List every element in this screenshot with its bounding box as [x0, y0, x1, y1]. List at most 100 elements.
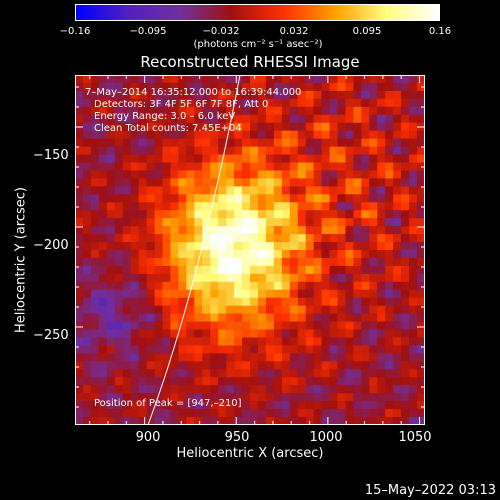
heatmap-cell [369, 409, 378, 418]
heatmap-cell [409, 130, 418, 139]
heatmap-cell [138, 234, 147, 243]
heatmap-cell [401, 146, 410, 155]
heatmap-cell [218, 393, 227, 402]
heatmap-cell [329, 162, 338, 171]
heatmap-cell [226, 401, 235, 410]
heatmap-cell [361, 146, 370, 155]
heatmap-cell [82, 170, 92, 179]
heatmap-cell [98, 218, 108, 227]
heatmap-cell [170, 345, 179, 354]
heatmap-cell [361, 138, 370, 147]
heatmap-cell [242, 82, 251, 92]
heatmap-cell [313, 401, 322, 410]
heatmap-cell [409, 369, 418, 378]
heatmap-cell [82, 114, 92, 124]
heatmap-cell [377, 393, 386, 402]
heatmap-cell [130, 210, 139, 219]
heatmap-cell [202, 154, 211, 163]
chart-title: Reconstructed RHESSI Image [140, 53, 360, 71]
heatmap-cell [377, 377, 386, 386]
heatmap-cell [122, 226, 131, 235]
heatmap-cell [401, 154, 410, 163]
heatmap-cell [82, 218, 92, 227]
heatmap-cell [369, 417, 378, 425]
heatmap-cell [210, 377, 219, 386]
heatmap-cell [305, 202, 314, 211]
heatmap-cell [273, 146, 283, 155]
heatmap-cell [130, 313, 139, 322]
heatmap-cell [242, 90, 251, 100]
heatmap-cell [297, 210, 306, 219]
heatmap-cell [289, 417, 299, 425]
heatmap-cell [178, 321, 187, 330]
heatmap-cell [417, 178, 425, 187]
heatmap-cell [186, 257, 195, 267]
heatmap-cell [265, 353, 275, 362]
heatmap-cell [250, 114, 259, 124]
heatmap-cell [369, 146, 378, 155]
heatmap-cell [202, 409, 211, 418]
heatmap-cell [273, 297, 283, 306]
heatmap-cell [417, 138, 425, 147]
heatmap-cell [417, 409, 425, 418]
heatmap-cell [377, 353, 386, 362]
heatmap-cell [257, 353, 267, 362]
heatmap-cell [377, 385, 386, 394]
heatmap-cell [90, 385, 100, 394]
heatmap-cell [273, 138, 283, 147]
heatmap-cell [234, 130, 243, 139]
heatmap-cell [82, 186, 92, 195]
heatmap-cell [138, 305, 147, 314]
heatmap-cell [186, 162, 195, 171]
heatmap-cell [369, 218, 378, 227]
heatmap-cell [265, 313, 275, 322]
colorbar-units: (photons cm⁻² s⁻¹ asec⁻²) [193, 39, 323, 50]
heatmap-cell [401, 170, 410, 179]
heatmap-cell [146, 178, 155, 187]
heatmap-cell [114, 273, 124, 283]
heatmap-cell [75, 265, 84, 275]
heatmap-cell [75, 329, 84, 338]
heatmap-cell [273, 361, 283, 370]
heatmap-cell [257, 226, 267, 235]
heatmap-cell [154, 297, 163, 306]
heatmap-cell [98, 130, 108, 139]
heatmap-cell [114, 409, 124, 418]
heatmap-cell [130, 401, 139, 410]
heatmap-cell [75, 409, 84, 418]
heatmap-cell [377, 361, 386, 370]
heatmap-cell [234, 393, 243, 402]
heatmap-cell [417, 385, 425, 394]
heatmap-cell [337, 242, 346, 251]
heatmap-cell [154, 218, 163, 227]
heatmap-cell [329, 321, 338, 330]
heatmap-cell [226, 146, 235, 155]
heatmap-cell [337, 90, 346, 100]
heatmap-cell [329, 369, 338, 378]
heatmap-cell [265, 82, 275, 92]
heatmap-cell [353, 257, 362, 267]
heatmap-cell [353, 401, 362, 410]
heatmap-cell [417, 114, 425, 124]
heatmap-cell [393, 289, 402, 299]
heatmap-cell [273, 122, 283, 131]
heatmap-cell [281, 401, 291, 410]
heatmap-cell [218, 417, 227, 425]
heatmap-cell [194, 218, 203, 227]
heatmap-cell [218, 106, 227, 116]
heatmap-cell [369, 393, 378, 402]
heatmap-cell [273, 186, 283, 195]
heatmap-cell [75, 297, 84, 306]
heatmap-cell [353, 242, 362, 251]
heatmap-cell [337, 417, 346, 425]
heatmap-cell [265, 154, 275, 163]
heatmap-cell [138, 385, 147, 394]
heatmap-cell [170, 226, 179, 235]
heatmap-cell [369, 75, 378, 84]
heatmap-cell [353, 138, 362, 147]
heatmap-cell [345, 257, 354, 267]
heatmap-cell [250, 202, 259, 211]
heatmap-cell [226, 409, 235, 418]
heatmap-cell [257, 82, 267, 92]
heatmap-cell [90, 146, 100, 155]
